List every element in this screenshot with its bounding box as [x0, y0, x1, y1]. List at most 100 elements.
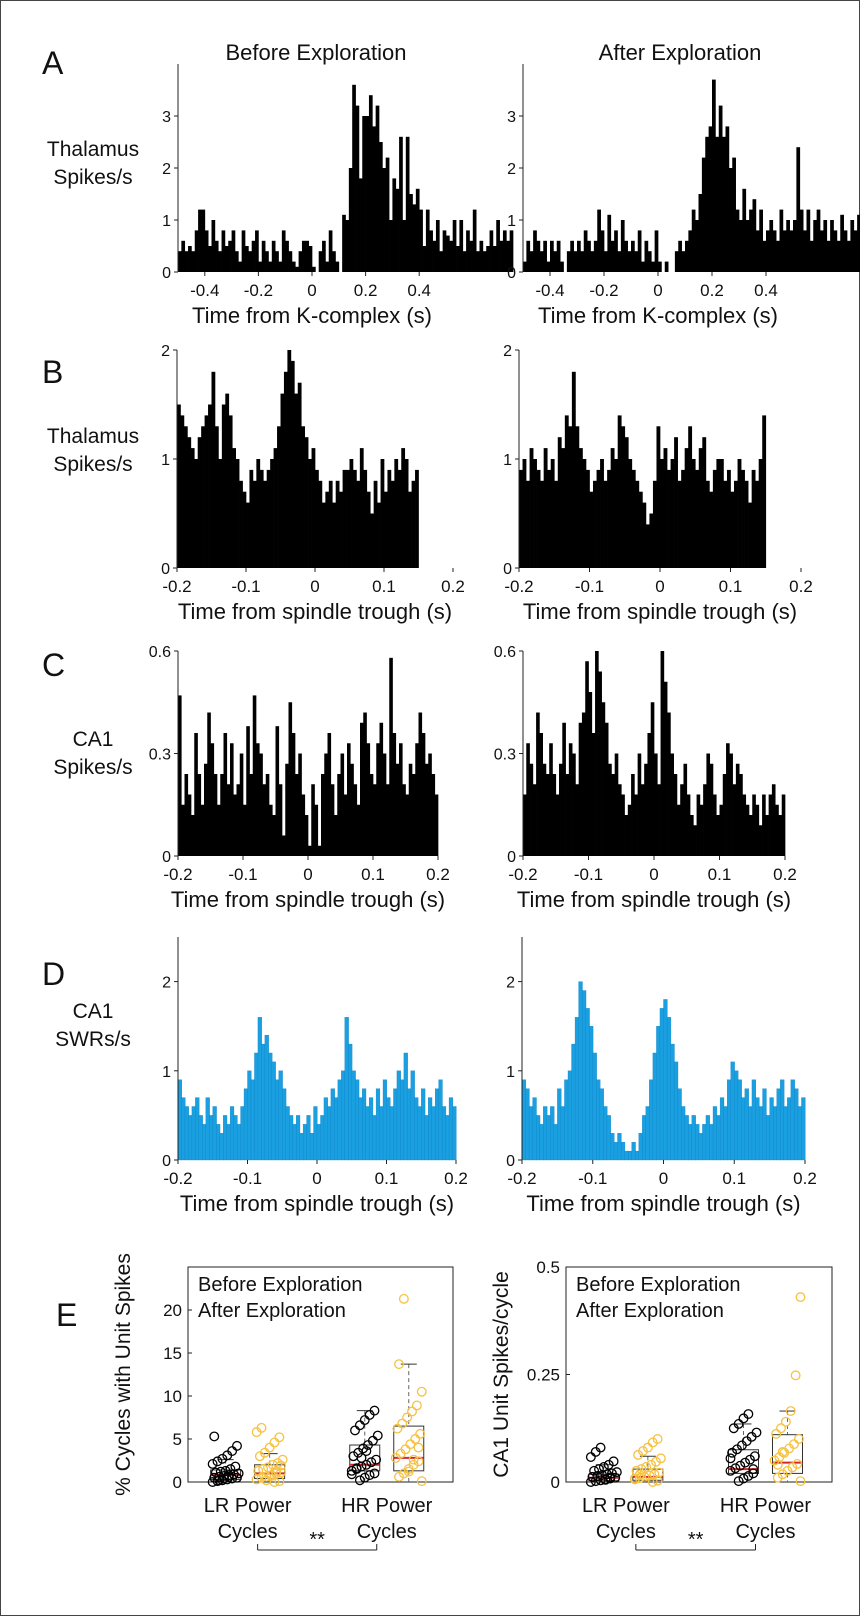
x-tick-label: -0.2 [504, 577, 533, 596]
histogram-bar [744, 1088, 749, 1161]
category-label-line2: Cycles [357, 1521, 417, 1543]
data-point [207, 1458, 218, 1469]
histogram-bar [252, 695, 257, 856]
histogram-bar [403, 1052, 408, 1161]
x-tick-label: -0.2 [508, 865, 537, 884]
histogram-bar [223, 1115, 228, 1161]
histogram-bar [528, 1106, 534, 1161]
histogram-bar [269, 804, 273, 856]
data-point [359, 1415, 370, 1426]
histogram-bar [691, 459, 696, 568]
histogram-bar [801, 1097, 806, 1161]
y-tick-label: 2 [161, 343, 170, 360]
data-point [790, 1370, 801, 1381]
histogram-bar [228, 415, 233, 568]
histogram-bar [292, 1124, 297, 1161]
histogram-bar [578, 448, 583, 568]
data-point [745, 1454, 755, 1465]
histogram-bar [316, 1124, 321, 1161]
data-point [782, 1465, 793, 1476]
histogram-bar [645, 524, 650, 568]
histogram-bar [752, 794, 756, 856]
data-point [652, 1434, 663, 1444]
x-tick-label: 0 [655, 577, 664, 596]
histogram-bar [275, 251, 279, 272]
histogram-bar [375, 1088, 381, 1161]
data-point [259, 1447, 270, 1458]
histogram-bar [610, 240, 615, 272]
chart-E-right: 0 0.25 0.5 CA1 Unit Spikes/cycle Before Expl… [490, 1258, 833, 1551]
histogram-bar [323, 1097, 328, 1161]
histogram-bar [396, 1070, 401, 1161]
histogram-bar [311, 784, 315, 856]
histogram-bar [317, 845, 322, 856]
histogram-bar [735, 763, 740, 856]
box-hr-after [769, 1292, 806, 1487]
histogram-bar [588, 692, 593, 856]
histogram-bar [840, 214, 844, 272]
histogram-bar [702, 1124, 707, 1161]
histogram-bar [278, 261, 283, 272]
histogram-bar [211, 371, 216, 568]
x-tick-label: 0.1 [375, 1169, 399, 1188]
histogram-bar [666, 1017, 672, 1161]
histogram-bar [412, 204, 417, 272]
histogram-bar [332, 502, 337, 568]
x-tick-label: 0.2 [789, 577, 813, 596]
data-point [634, 1469, 645, 1480]
histogram-bar [350, 763, 354, 856]
histogram-bar [355, 1079, 360, 1161]
histogram-bar [607, 469, 611, 568]
histogram-bar [600, 459, 604, 568]
histogram-bar [631, 240, 635, 272]
category-label-line1: LR Power [204, 1495, 292, 1517]
histogram-bar [595, 651, 599, 856]
histogram-bar [624, 437, 629, 568]
histogram-bar [377, 502, 381, 568]
y-tick-label: 0 [173, 1473, 182, 1492]
histogram-bar [755, 804, 760, 856]
x-tick-label: 0 [659, 1169, 668, 1188]
data-point [350, 1425, 360, 1436]
histogram-bar [533, 230, 537, 272]
data-point [397, 1418, 408, 1429]
histogram-bar [254, 1052, 259, 1161]
histogram-bar [523, 261, 527, 272]
histogram-bar [705, 480, 710, 568]
column-title-before: Before Exploration [226, 40, 407, 65]
histogram-bar [712, 1106, 718, 1161]
histogram-bar [202, 1124, 207, 1161]
x-tick-label: -0.4 [535, 281, 564, 300]
histogram-bar [256, 459, 261, 568]
histogram-bar [236, 1124, 242, 1161]
histogram-bar [362, 116, 366, 272]
data-point [654, 1467, 665, 1478]
histogram-bar [294, 393, 299, 568]
data-point [655, 1453, 666, 1464]
histogram-bar [337, 1079, 342, 1161]
data-point [605, 1472, 616, 1483]
histogram-bar [421, 733, 426, 856]
histogram-bar [847, 240, 851, 272]
histogram-bar [539, 251, 544, 272]
histogram-bar [234, 251, 239, 272]
histogram-bar [610, 1133, 615, 1161]
histogram-bar [375, 105, 380, 272]
histogram-bar [729, 753, 733, 856]
histogram-bars [177, 350, 419, 568]
histogram-bar [201, 209, 206, 272]
box-lr-after [251, 1422, 288, 1487]
histogram-bar [431, 774, 436, 856]
data-point [795, 1476, 806, 1487]
histogram-bar [644, 240, 649, 272]
histogram-bar [635, 480, 640, 568]
histogram-bar [627, 251, 632, 272]
x-tick-label: 0 [653, 281, 662, 300]
data-point [346, 1465, 357, 1476]
histogram-bar [204, 763, 208, 856]
histogram-bar [207, 712, 211, 856]
data-point [738, 1473, 749, 1484]
histogram-bar [631, 774, 635, 856]
chart-A-before: 0 1 2 3 -0.4 -0.2 0 0.2 0.4 Time from K-complex (… [47, 64, 514, 328]
